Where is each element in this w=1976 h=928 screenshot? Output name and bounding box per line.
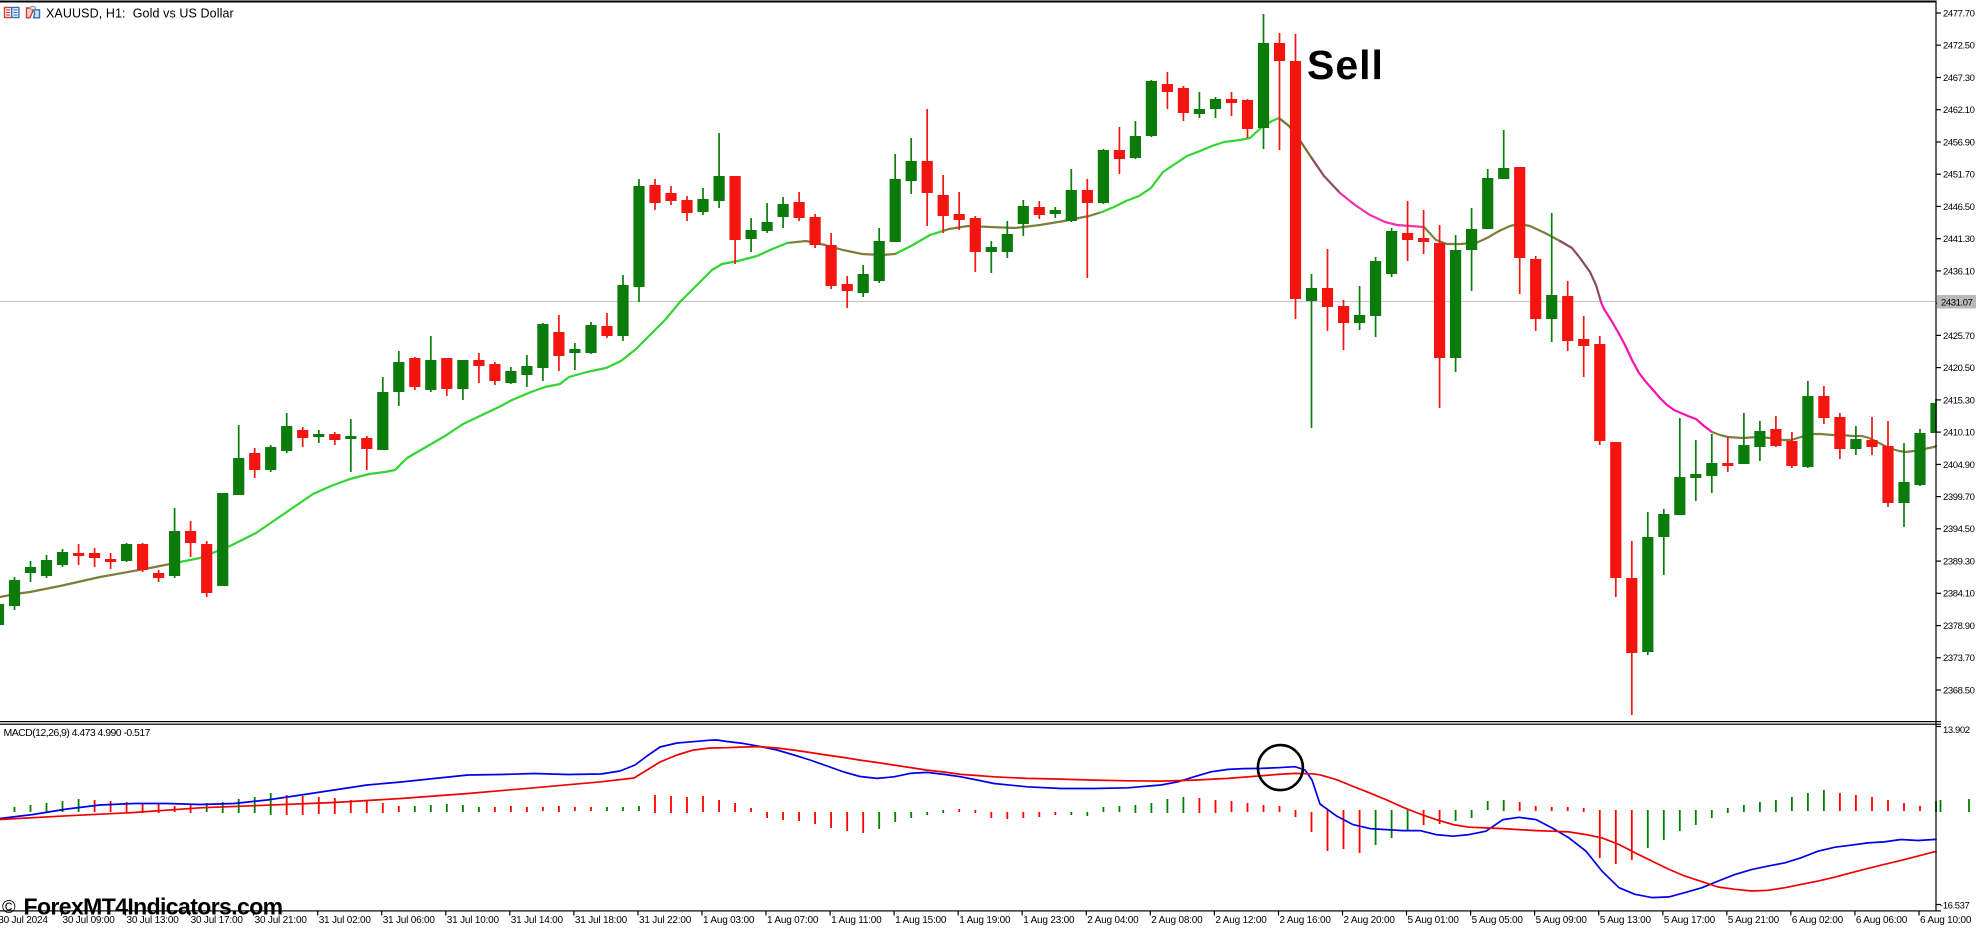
- svg-text:13.902: 13.902: [1943, 725, 1970, 736]
- svg-text:1 Aug 15:00: 1 Aug 15:00: [895, 915, 947, 926]
- svg-text:30 Jul 2024: 30 Jul 2024: [0, 915, 48, 926]
- svg-text:5 Aug 13:00: 5 Aug 13:00: [1600, 915, 1652, 926]
- svg-text:2389.30: 2389.30: [1943, 557, 1975, 568]
- svg-text:-16.537: -16.537: [1940, 901, 1970, 912]
- svg-text:2 Aug 08:00: 2 Aug 08:00: [1151, 915, 1203, 926]
- svg-text:2462.10: 2462.10: [1943, 105, 1975, 116]
- svg-text:1 Aug 11:00: 1 Aug 11:00: [831, 915, 882, 926]
- svg-text:2410.10: 2410.10: [1943, 428, 1975, 439]
- svg-text:5 Aug 01:00: 5 Aug 01:00: [1408, 915, 1460, 926]
- svg-text:2415.30: 2415.30: [1943, 395, 1975, 406]
- svg-text:2378.90: 2378.90: [1943, 621, 1975, 632]
- svg-text:1 Aug 19:00: 1 Aug 19:00: [959, 915, 1011, 926]
- svg-text:2431.07: 2431.07: [1941, 298, 1973, 309]
- svg-text:5 Aug 17:00: 5 Aug 17:00: [1664, 915, 1716, 926]
- svg-text:©: ©: [2, 896, 16, 917]
- svg-text:2436.10: 2436.10: [1943, 266, 1975, 277]
- svg-text:2404.90: 2404.90: [1943, 460, 1975, 471]
- svg-text:31 Jul 02:00: 31 Jul 02:00: [319, 915, 372, 926]
- svg-text:31 Jul 14:00: 31 Jul 14:00: [511, 915, 564, 926]
- svg-text:5 Aug 21:00: 5 Aug 21:00: [1728, 915, 1780, 926]
- svg-text:6 Aug 02:00: 6 Aug 02:00: [1792, 915, 1844, 926]
- svg-text:6 Aug 10:00: 6 Aug 10:00: [1920, 915, 1972, 926]
- svg-text:5 Aug 09:00: 5 Aug 09:00: [1536, 915, 1588, 926]
- svg-text:XAUUSD, H1: Gold vs US Dollar: XAUUSD, H1: Gold vs US Dollar: [46, 7, 234, 21]
- svg-text:2451.70: 2451.70: [1943, 170, 1975, 181]
- svg-text:30 Jul 09:00: 30 Jul 09:00: [63, 915, 116, 926]
- svg-text:2420.50: 2420.50: [1943, 363, 1975, 374]
- svg-text:2467.30: 2467.30: [1943, 73, 1975, 84]
- svg-text:2441.30: 2441.30: [1943, 234, 1975, 245]
- svg-text:2 Aug 16:00: 2 Aug 16:00: [1280, 915, 1332, 926]
- svg-text:ForexMT4Indicators.com: ForexMT4Indicators.com: [24, 894, 283, 920]
- svg-text:1 Aug 23:00: 1 Aug 23:00: [1023, 915, 1075, 926]
- svg-text:1 Aug 07:00: 1 Aug 07:00: [767, 915, 819, 926]
- svg-text:2472.50: 2472.50: [1943, 41, 1975, 52]
- svg-text:2 Aug 04:00: 2 Aug 04:00: [1087, 915, 1139, 926]
- svg-text:2477.70: 2477.70: [1943, 8, 1975, 19]
- svg-text:2456.90: 2456.90: [1943, 137, 1975, 148]
- svg-text:2 Aug 20:00: 2 Aug 20:00: [1344, 915, 1396, 926]
- svg-text:6 Aug 06:00: 6 Aug 06:00: [1856, 915, 1908, 926]
- svg-text:31 Jul 10:00: 31 Jul 10:00: [447, 915, 500, 926]
- svg-text:1 Aug 03:00: 1 Aug 03:00: [703, 915, 755, 926]
- svg-text:2425.70: 2425.70: [1943, 331, 1975, 342]
- svg-text:31 Jul 06:00: 31 Jul 06:00: [383, 915, 436, 926]
- svg-text:Sell: Sell: [1307, 42, 1384, 88]
- svg-text:2368.50: 2368.50: [1943, 685, 1975, 696]
- svg-text:5 Aug 05:00: 5 Aug 05:00: [1472, 915, 1524, 926]
- svg-text:31 Jul 18:00: 31 Jul 18:00: [575, 915, 628, 926]
- svg-text:2384.10: 2384.10: [1943, 589, 1975, 600]
- svg-text:2 Aug 12:00: 2 Aug 12:00: [1215, 915, 1267, 926]
- svg-text:31 Jul 22:00: 31 Jul 22:00: [639, 915, 692, 926]
- svg-text:MACD(12,26,9) 4.473 4.990 -0.5: MACD(12,26,9) 4.473 4.990 -0.517: [4, 727, 151, 739]
- svg-text:2446.50: 2446.50: [1943, 202, 1975, 213]
- svg-text:30 Jul 13:00: 30 Jul 13:00: [127, 915, 180, 926]
- svg-text:2394.50: 2394.50: [1943, 524, 1975, 535]
- svg-text:2399.70: 2399.70: [1943, 492, 1975, 503]
- svg-text:30 Jul 21:00: 30 Jul 21:00: [255, 915, 308, 926]
- svg-text:2373.70: 2373.70: [1943, 653, 1975, 664]
- svg-text:30 Jul 17:00: 30 Jul 17:00: [191, 915, 244, 926]
